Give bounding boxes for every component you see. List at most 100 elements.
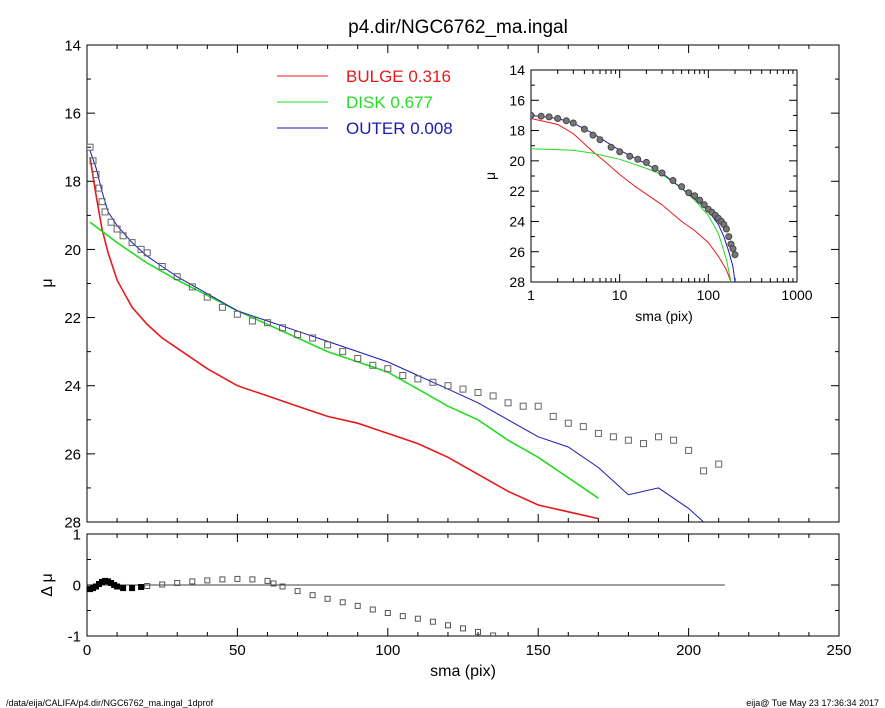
y-tick-label: 22 — [509, 183, 525, 199]
y-tick-label: 26 — [64, 446, 81, 463]
inset-data-point — [589, 131, 597, 139]
y-tick-label: 28 — [64, 514, 81, 531]
residual-point — [294, 588, 301, 595]
residual-axes: 0 50 100 150 200 250-101 — [68, 526, 852, 659]
data-point — [113, 225, 121, 233]
data-point — [399, 372, 407, 379]
residual-point — [204, 577, 211, 584]
data-point — [504, 399, 512, 407]
residual-point — [399, 613, 406, 620]
data-point — [700, 467, 708, 475]
residual-point — [234, 575, 241, 582]
inset-data-point — [596, 136, 604, 144]
residual-point — [144, 583, 151, 589]
inset-data-point — [616, 148, 624, 156]
data-point — [87, 143, 94, 151]
y-tick-label: 24 — [509, 213, 525, 229]
residual-point — [120, 585, 127, 592]
inset-data-point — [696, 196, 704, 204]
data-point — [158, 263, 166, 270]
residual-point — [270, 580, 277, 587]
data-point — [715, 460, 723, 468]
main-panel: 14 16 18 20 22 24 26 28 μ BULGE 0.316 DISK 0.677… — [39, 37, 840, 531]
y-tick-label: 18 — [509, 123, 525, 139]
data-point — [534, 402, 542, 410]
x-tick-label: 10 — [612, 287, 628, 303]
inset-data-point — [729, 245, 737, 253]
y-tick-label: 20 — [509, 153, 525, 169]
data-point — [98, 198, 106, 206]
data-point — [95, 184, 103, 192]
data-point — [624, 436, 632, 444]
inset-data-point — [562, 117, 570, 125]
inset-data-point — [607, 143, 615, 151]
residual-point — [219, 576, 226, 583]
footer-path: /data/eija/CALIFA/p4.dir/NGC6762_ma.inga… — [6, 698, 214, 708]
inset-data-point — [722, 225, 730, 233]
residual-series — [87, 575, 725, 636]
residual-point — [138, 584, 145, 590]
inset-data-point — [569, 119, 577, 127]
residual-point — [159, 581, 166, 588]
y-tick-label: 16 — [509, 92, 525, 108]
data-point — [92, 171, 100, 178]
footer-timestamp: eija@ Tue May 23 17:36:34 2017 — [746, 698, 879, 708]
residual-point — [189, 578, 196, 585]
data-point — [248, 317, 256, 325]
residual-point — [354, 602, 361, 609]
data-point — [264, 319, 271, 327]
y-tick-label: 24 — [64, 378, 81, 395]
y-tick-label: 26 — [509, 244, 525, 260]
disk-line — [89, 221, 599, 499]
residual-point — [114, 583, 121, 590]
data-point — [519, 402, 527, 410]
data-point — [218, 303, 226, 311]
residual-point — [414, 615, 421, 622]
data-point — [128, 239, 136, 247]
data-point — [101, 208, 109, 216]
inset-y-axis-label: μ — [482, 172, 498, 180]
residual-point — [264, 577, 271, 584]
inset-data-point — [678, 183, 686, 191]
legend-label-disk: DISK 0.677 — [346, 93, 433, 112]
residual-point — [445, 622, 451, 629]
data-point — [564, 419, 572, 427]
data-point — [107, 218, 115, 226]
data-point — [670, 436, 678, 444]
data-point — [414, 375, 422, 383]
data-point — [474, 389, 482, 396]
data-point — [579, 423, 587, 431]
residual-point — [339, 599, 346, 606]
data-point — [655, 433, 662, 441]
data-point — [89, 157, 97, 165]
y-tick-label: 18 — [64, 174, 81, 191]
x-tick-label: 0 — [83, 642, 91, 659]
data-point — [369, 361, 377, 369]
x-tick-label: 50 — [229, 642, 246, 659]
data-point — [279, 324, 286, 332]
inset-data-point — [700, 201, 708, 209]
legend-label-outer: OUTER 0.008 — [346, 119, 453, 138]
x-axis-label: sma (pix) — [430, 663, 496, 680]
legend-label-bulge: BULGE 0.316 — [346, 67, 451, 86]
x-tick-label: 100 — [697, 287, 721, 303]
residual-panel: 0 50 100 150 200 250-101 Δ μ sma (pix) — [39, 526, 852, 680]
residual-point — [429, 618, 436, 625]
inset-data-point — [545, 113, 553, 121]
data-point — [640, 440, 647, 448]
data-point — [354, 355, 362, 362]
data-point — [609, 433, 617, 441]
data-point — [119, 232, 127, 240]
inset-data-point — [626, 152, 634, 160]
data-point — [429, 378, 437, 386]
y-tick-label: 20 — [64, 242, 81, 259]
residual-point — [279, 583, 286, 590]
residual-point — [490, 632, 497, 636]
data-point — [188, 283, 196, 291]
data-point — [203, 293, 211, 301]
bulge-line — [531, 118, 732, 282]
inset-data-point — [685, 189, 693, 197]
x-tick-label: 1000 — [781, 287, 812, 303]
y-tick-label: 14 — [509, 62, 525, 78]
